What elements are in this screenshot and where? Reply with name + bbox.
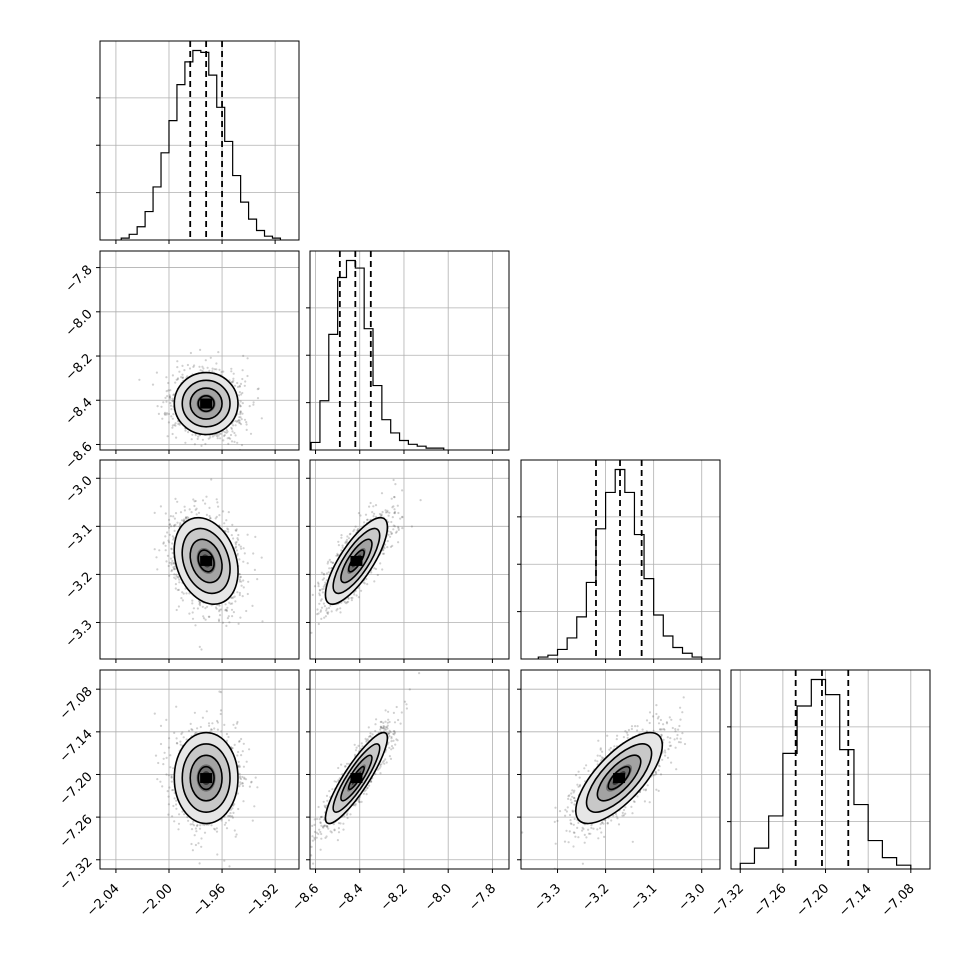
contour-line [197, 395, 215, 413]
contour-line [197, 549, 215, 573]
contour-line [189, 754, 223, 802]
panel-background [731, 670, 930, 869]
y-tick-label: −7.32 [57, 855, 96, 894]
scatter-panel-3-1: −8.6 −8.4 −8.2 −8.0 −7.8 [289, 669, 510, 914]
contour-line [332, 527, 381, 595]
x-tick-label: −3.0 [676, 881, 709, 914]
contour-line [574, 731, 664, 825]
hist-panel-0 [96, 40, 300, 244]
panel-frame [309, 459, 510, 660]
contour-line [173, 371, 239, 436]
density-layer [310, 478, 422, 634]
contour-line [340, 538, 373, 584]
hist-panel-3: −7.32 −7.26 −7.20 −7.14 −7.08 [708, 669, 931, 920]
y-tick-label: −7.26 [57, 812, 96, 851]
density-peak [200, 398, 213, 409]
x-tick-label: −8.2 [378, 881, 411, 914]
contour-line [596, 754, 642, 802]
panel-frame [309, 669, 510, 870]
contour-line [181, 743, 231, 813]
y-tick-label: −8.6 [63, 440, 96, 473]
contour-line [324, 731, 389, 825]
contour-line [181, 379, 231, 428]
x-tick-label: −2.00 [137, 881, 176, 920]
x-tick-label: −8.6 [289, 881, 322, 914]
x-tick-label: −7.08 [879, 881, 918, 920]
hist-panel-1 [306, 250, 510, 454]
scatter-panel-3-2: −3.3 −3.2 −3.1 −3.0 [517, 669, 721, 914]
x-tick-label: −7.8 [466, 881, 499, 914]
x-tick-label: −3.2 [579, 881, 612, 914]
histogram-step-line [537, 468, 703, 659]
density-peak [350, 555, 363, 566]
panel-frame [730, 669, 931, 870]
density-peak [350, 773, 363, 784]
panel-background [100, 41, 299, 240]
contour-line [189, 387, 223, 420]
density-layer [138, 348, 263, 450]
y-tick-label: −8.4 [63, 395, 96, 428]
x-tick-label: −8.0 [422, 881, 455, 914]
panel-frame [99, 40, 300, 241]
y-tick-label: −8.0 [63, 307, 96, 340]
x-tick-label: −7.32 [708, 881, 747, 920]
x-tick-label: −2.04 [84, 881, 123, 920]
density-peak [200, 773, 213, 784]
scatter-panel-1-0: −8.6 −8.4 −8.2 −8.0 −7.8 [63, 250, 300, 473]
histogram-step-line [310, 259, 445, 450]
x-tick-label: −3.1 [628, 881, 661, 914]
panel-frame [309, 250, 510, 451]
y-tick-label: −7.08 [57, 684, 96, 723]
contour-line [324, 516, 389, 606]
y-tick-label: −3.0 [63, 473, 96, 506]
density-peak [613, 773, 626, 784]
density-layer [153, 478, 264, 651]
panel-frame [520, 459, 721, 660]
scatter-panel-2-0: −3.3 −3.2 −3.1 −3.0 [63, 459, 300, 663]
y-tick-label: −8.2 [63, 351, 96, 384]
y-tick-label: −7.14 [57, 727, 96, 766]
contour-line [332, 743, 381, 813]
panel-frame [520, 669, 721, 870]
contour-line [189, 538, 223, 584]
y-tick-label: −7.20 [57, 770, 96, 809]
x-tick-label: −7.14 [836, 881, 875, 920]
density-layer [310, 672, 421, 865]
contour-line [173, 516, 239, 606]
histogram-step-line [739, 678, 912, 869]
scatter-panel-2-1 [306, 459, 510, 663]
y-tick-label: −3.3 [63, 618, 96, 651]
scatter-panel-3-0: −2.04 −2.00 −1.96 −1.92 −7.32 −7.26−7.20 −7.14… [57, 669, 300, 920]
contour-line [173, 731, 239, 825]
density-layer [521, 696, 687, 869]
histogram-step-line [120, 49, 282, 240]
y-tick-label: −3.2 [63, 569, 96, 602]
x-tick-label: −3.3 [531, 881, 564, 914]
hist-panel-2 [517, 459, 721, 663]
panel-background [521, 460, 720, 659]
density-layer [153, 690, 259, 868]
y-tick-label: −7.8 [63, 263, 96, 296]
contour-line [585, 743, 653, 813]
density-peak [200, 555, 213, 566]
panel-frame [99, 459, 300, 660]
panel-frame [99, 250, 300, 451]
contour-line [197, 765, 215, 791]
panel-background [310, 670, 509, 869]
x-tick-label: −1.96 [190, 881, 229, 920]
x-tick-label: −7.20 [794, 881, 833, 920]
x-tick-label: −7.26 [751, 881, 790, 920]
x-tick-label: −8.4 [334, 881, 367, 914]
panel-frame [99, 669, 300, 870]
contour-line [181, 527, 231, 595]
x-tick-label: −1.92 [243, 881, 282, 920]
y-tick-label: −3.1 [63, 521, 96, 554]
panel-background [310, 251, 509, 450]
